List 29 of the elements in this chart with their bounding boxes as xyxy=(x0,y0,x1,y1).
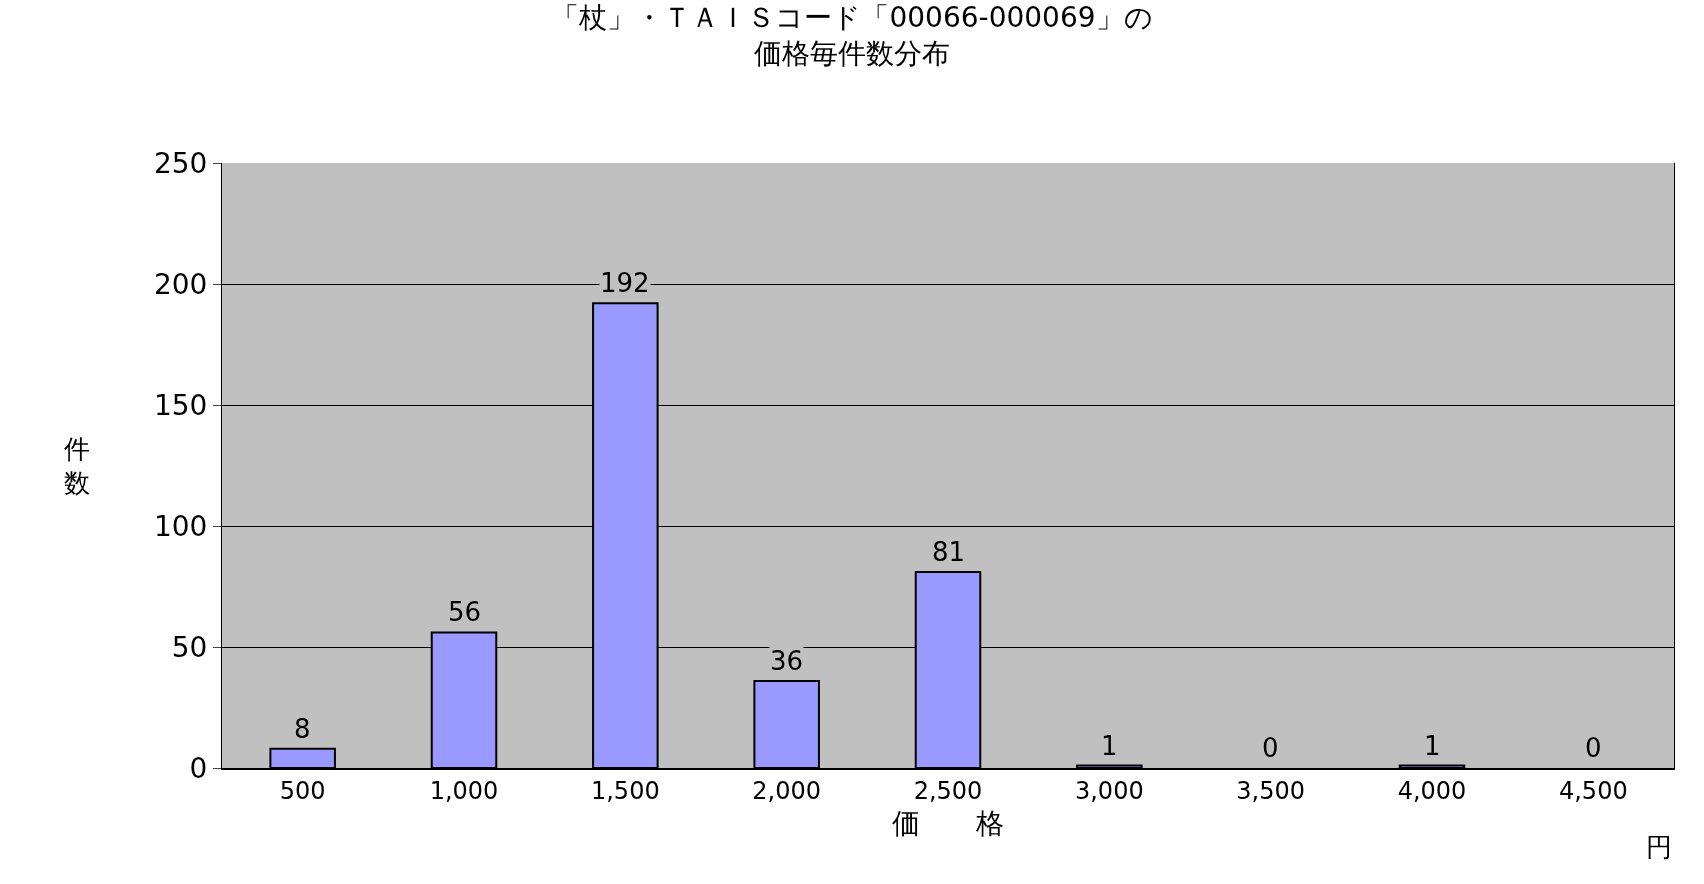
y-tick-label: 50 xyxy=(171,630,208,664)
x-tick-label: 2,500 xyxy=(913,776,983,805)
y-axis-title: 件数 xyxy=(64,434,90,498)
data-label: 0 xyxy=(1262,733,1279,763)
data-label: 1 xyxy=(1101,731,1118,761)
x-tick-label: 4,000 xyxy=(1397,776,1467,805)
y-tick-label: 150 xyxy=(153,388,208,422)
text: 円 xyxy=(1646,832,1672,862)
y-tick-label: 100 xyxy=(153,509,208,543)
data-label: 8 xyxy=(294,714,311,744)
data-label: 0 xyxy=(1585,733,1602,763)
x-axis-title: 価 格 xyxy=(892,807,1004,841)
y-tick-label: 200 xyxy=(153,267,208,301)
y-tick-label: 0 xyxy=(189,751,208,785)
chart-subtitle: 価格毎件数分布 xyxy=(754,36,950,70)
data-label: 1 xyxy=(1424,731,1441,761)
x-tick-label: 4,500 xyxy=(1558,776,1628,805)
data-label: 36 xyxy=(770,646,804,676)
x-tick-label: 3,000 xyxy=(1074,776,1144,805)
x-tick-label: 2,000 xyxy=(752,776,822,805)
x-tick-label: 3,500 xyxy=(1236,776,1306,805)
data-label: 81 xyxy=(932,537,966,567)
x-tick-label: 1,000 xyxy=(429,776,499,805)
x-tick-label: 1,500 xyxy=(590,776,660,805)
data-label: 56 xyxy=(448,597,482,627)
data-label: 192 xyxy=(600,268,650,298)
x-tick-label: 500 xyxy=(279,776,326,805)
chart-title: 「杖」・ＴＡＩＳコード「00066-000069」の xyxy=(551,0,1153,34)
y-tick-label: 250 xyxy=(153,146,208,180)
